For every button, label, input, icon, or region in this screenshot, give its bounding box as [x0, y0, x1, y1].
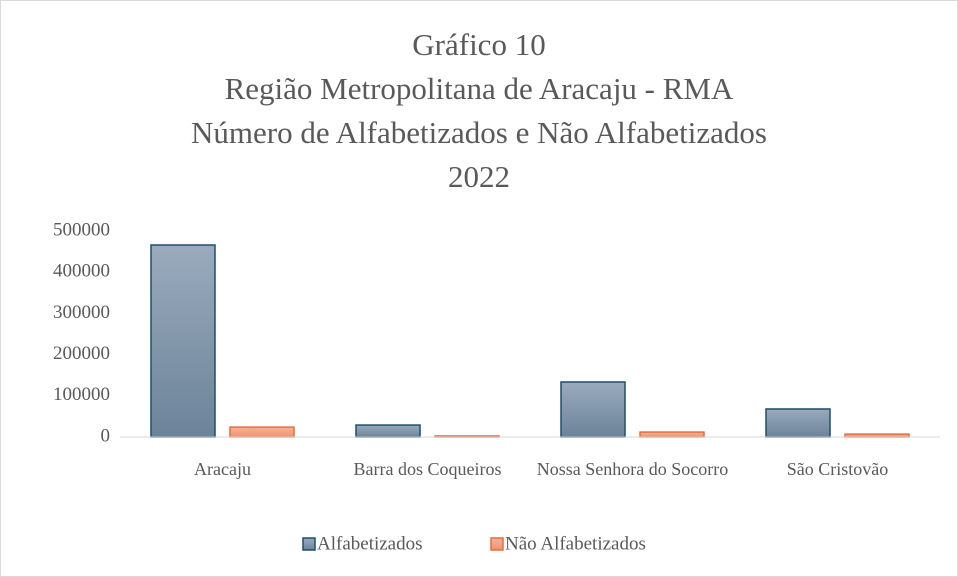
legend-label: Alfabetizados — [317, 533, 423, 554]
x-tick-label: Aracaju — [194, 459, 251, 479]
chart-title: Gráfico 10 — [412, 27, 545, 62]
bar — [229, 426, 295, 438]
chart-title: Número de Alfabetizados e Não Alfabetiza… — [191, 115, 767, 150]
x-tick-label: São Cristovão — [786, 459, 889, 479]
chart-title: Região Metropolitana de Aracaju - RMA — [225, 71, 734, 106]
x-tick-label-box: Aracaju — [194, 459, 251, 479]
chart-title: 2022 — [448, 159, 510, 194]
x-tick-label-box: Barra dos Coqueiros — [353, 459, 502, 479]
y-tick-label: 100000 — [53, 384, 110, 405]
legend-swatch — [490, 537, 504, 551]
y-tick-label: 200000 — [53, 343, 110, 364]
x-tick-label: Nossa Senhora do Socorro — [536, 459, 729, 479]
bar — [765, 408, 831, 438]
bar — [355, 424, 421, 438]
legend-label: Não Alfabetizados — [505, 533, 646, 554]
y-tick-label: 500000 — [53, 219, 110, 240]
bar — [560, 381, 626, 438]
bar — [150, 244, 216, 438]
y-tick-label: 300000 — [53, 302, 110, 323]
x-tick-label-box: São Cristovão — [786, 459, 889, 479]
bar — [639, 431, 705, 438]
x-tick-label: Barra dos Coqueiros — [353, 459, 502, 479]
legend-swatch — [302, 537, 316, 551]
y-tick-label: 400000 — [53, 261, 110, 282]
y-tick-label: 0 — [101, 425, 111, 446]
x-tick-label-box: Nossa Senhora do Socorro — [536, 459, 729, 479]
